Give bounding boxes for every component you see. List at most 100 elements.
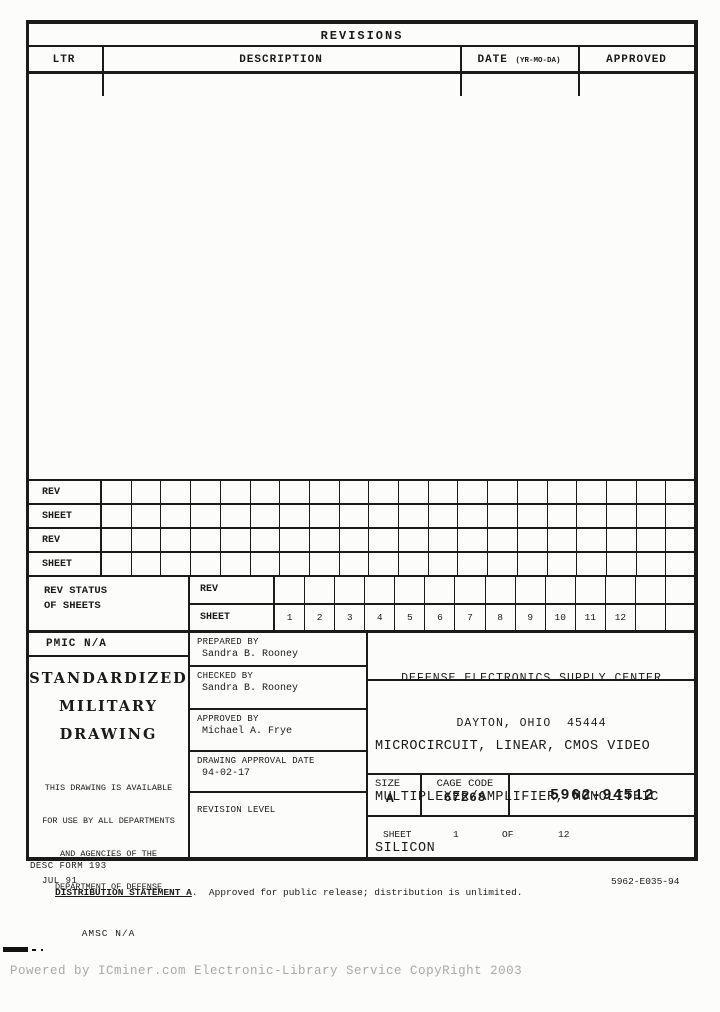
grid-cell [457,505,487,527]
rev-status-rev-row: REV [190,577,695,605]
grid-cell [398,529,428,551]
sheet-number-cell: 10 [544,604,575,630]
grid-cell [457,553,487,575]
size-value: A [386,791,394,806]
grid-cell [634,577,665,603]
sheet-number-cell: 3 [334,604,364,630]
grid-cell [275,577,304,603]
grid-cell [424,577,454,603]
smd-title-line: DRAWING [59,726,158,743]
sheet-row-label: SHEET [190,604,275,630]
column-header-description: DESCRIPTION [239,54,323,66]
column-header-date: DATE (YR-MO-DA) [477,54,561,66]
sheet-label: SHEET [383,829,412,840]
watermark-text: Powered by ICminer.com Electronic-Librar… [10,964,523,978]
grid-cell [605,505,636,527]
sheet-number: 1 [453,829,459,840]
sheet-number-cell: 6 [424,604,454,630]
grid-cell [308,553,339,575]
revisions-title: REVISIONS [320,29,404,43]
sheet-number-cell: 11 [574,604,605,630]
grid-cell [574,577,605,603]
grid-cell [190,481,220,503]
smd-title-line: STANDARDIZED [29,670,188,687]
grid-cell [338,529,369,551]
grid-cell [427,481,458,503]
sheet-number-cell: 4 [364,604,394,630]
rev-row-label: REV [190,577,275,603]
grid-cell [219,553,250,575]
grid-cell [546,481,577,503]
sheet-number-cell [634,604,665,630]
grid-cell [665,529,695,551]
sheet-number-cell: 9 [514,604,545,630]
sheet-number-cell: 2 [304,604,334,630]
sheet-number-cell: 5 [394,604,424,630]
grid-cell [249,529,280,551]
grid-cell [487,481,517,503]
amsc-label: AMSC N/A [81,928,136,939]
grid-cell [427,553,458,575]
grid-cell [665,481,695,503]
approvals-panel: PREPARED BY Sandra B. Rooney CHECKED BY … [190,633,368,858]
grid-cell [484,577,515,603]
grid-cell [605,529,636,551]
sheet-number-cell: 7 [454,604,484,630]
grid-cell [308,505,339,527]
sheet-number-cell: 12 [604,604,635,630]
grid-cell [516,505,547,527]
date-format-note: (YR-MO-DA) [515,57,561,65]
sheet-total: 12 [558,829,570,840]
grid-cell [394,577,424,603]
grid-cell [427,505,458,527]
grid-cell [635,481,666,503]
grid-cell [279,553,309,575]
grid-cell [160,481,190,503]
grid-cell [249,481,280,503]
grid-cell [398,553,428,575]
cage-code-cell: CAGE CODE 67268 [422,775,510,815]
grid-cell [219,529,250,551]
form-number: DESC FORM 193 [30,861,107,871]
grid-cell [279,529,309,551]
grid-cell [364,577,394,603]
scan-artifact-dot [41,949,43,951]
scan-artifact-mark [3,947,28,952]
column-header-ltr: LTR [52,54,76,66]
grid-cell [368,505,398,527]
grid-row: SHEET [29,505,695,529]
grid-cell [605,553,636,575]
form-outer-border [26,20,698,861]
grid-cell [160,529,190,551]
size-cell: SIZE A [368,775,422,815]
divider-line [26,45,698,47]
divider-line [578,45,580,96]
divider-line [102,45,104,96]
of-label: OF [502,829,514,840]
grid-cell [398,481,428,503]
grid-cell [576,481,606,503]
grid-cell [219,481,250,503]
sheet-count-row: SHEET 1 OF 12 [368,817,695,858]
grid-cell [516,481,547,503]
title-block-section: PMIC N/A STANDARDIZED MILITARY DRAWING T… [29,633,695,939]
distribution-statement: DISTRIBUTION STATEMENT A. Approved for p… [55,887,523,898]
grid-row-label: REV [29,481,102,503]
grid-cell [546,529,577,551]
agency-header: DEFENSE ELECTRONICS SUPPLY CENTER DAYTON… [368,633,695,730]
grid-cell [338,481,369,503]
grid-cell [368,529,398,551]
grid-cell [605,481,636,503]
grid-cell [308,481,339,503]
grid-cell [487,529,517,551]
grid-cell [130,529,161,551]
cage-code-value: 67268 [443,791,487,805]
grid-cell [279,505,309,527]
grid-cell [604,577,635,603]
prepared-by-row: PREPARED BY Sandra B. Rooney [190,633,366,667]
scan-artifact-dot [32,949,36,951]
grid-cell [454,577,484,603]
drawing-title-panel: DEFENSE ELECTRONICS SUPPLY CENTER DAYTON… [368,633,695,858]
revision-sheet-grid: REV SHEET REV SHEET [29,479,695,575]
